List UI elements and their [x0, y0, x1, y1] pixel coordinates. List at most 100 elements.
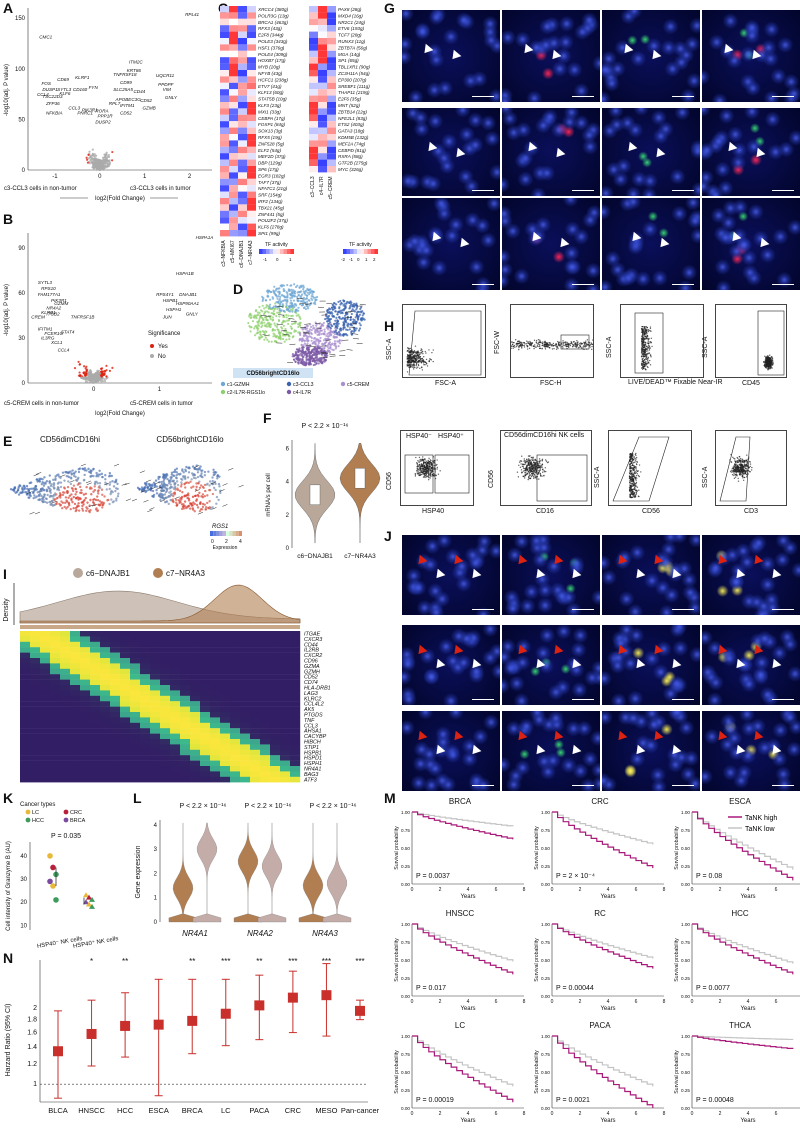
heat-cell [238, 198, 247, 205]
legend-label: Yes [158, 344, 168, 350]
cell-point [170, 471, 174, 474]
cell-point [267, 334, 271, 337]
cell-point [264, 336, 267, 339]
cell-point [289, 308, 293, 311]
cell-point [275, 301, 278, 304]
cell-point [303, 360, 306, 363]
cell-point [101, 493, 104, 496]
event-dot [650, 330, 652, 332]
cell-point [300, 300, 303, 303]
event-dot [648, 342, 650, 344]
cell-point [179, 497, 182, 500]
data-point [106, 376, 109, 379]
heat-cell [318, 134, 327, 141]
event-dot [579, 342, 582, 344]
heat-cell [309, 12, 318, 19]
cell-point [306, 291, 309, 294]
cell-point [312, 296, 315, 299]
event-dot [526, 340, 528, 342]
cell-point [195, 485, 198, 489]
event-dot [423, 364, 425, 366]
legend-swatch [276, 249, 280, 254]
event-dot [645, 350, 647, 353]
data-point [98, 160, 101, 163]
heat-cell [229, 114, 238, 122]
velocity-arrow [51, 500, 57, 504]
event-dot [648, 337, 650, 340]
event-dot [528, 347, 531, 350]
cell-point [12, 488, 15, 491]
heat-cell [247, 102, 256, 109]
event-dot [429, 475, 431, 477]
event-dot [425, 474, 427, 476]
cell-point [180, 477, 183, 481]
cell-point [317, 362, 320, 365]
cell-point [160, 480, 163, 484]
event-dot [571, 345, 574, 347]
heat-cell [318, 57, 327, 64]
event-dot [425, 460, 428, 463]
cell-point [93, 482, 97, 485]
panel-h-flow: SSC-A FSC-A FSC-W FSC-H SSC-A LIVE/DEAD™ Fixa… [380, 300, 800, 525]
event-dot [529, 474, 532, 476]
heat-cell [318, 63, 327, 70]
heat-cell [318, 127, 327, 134]
heat-cell [327, 108, 336, 115]
cell-point [266, 310, 269, 313]
event-dot [558, 345, 561, 347]
cell-point [307, 330, 311, 333]
event-dot [589, 346, 591, 348]
cell-point [307, 293, 311, 296]
event-dot [409, 350, 412, 352]
legend-title: CD56brightCD16lo [246, 371, 299, 377]
cell-point [213, 473, 216, 476]
cell-point [152, 481, 156, 484]
cell-point [302, 296, 305, 299]
cell-point [28, 481, 32, 485]
cell-point [306, 324, 309, 328]
heat-cell [220, 12, 229, 19]
cell-point [273, 329, 277, 332]
cell-point [203, 474, 207, 477]
heat-cell [318, 114, 327, 122]
flow-plot-cd16 [500, 430, 592, 506]
data-point [108, 369, 112, 372]
cell-point [307, 358, 310, 361]
cell-point [208, 484, 211, 487]
cell-point [338, 306, 341, 309]
event-dot [409, 366, 412, 368]
data-point [104, 370, 107, 373]
cell-point [282, 310, 286, 313]
event-dot [418, 359, 421, 362]
heat-cell [327, 12, 336, 19]
cell-point [354, 329, 357, 332]
data-point [78, 374, 82, 378]
cell-point [257, 336, 261, 339]
cell-point [297, 362, 300, 365]
cell-point [261, 304, 264, 307]
event-dot [416, 462, 418, 465]
event-dot [643, 355, 646, 358]
cell-point [33, 494, 36, 497]
cell-point [278, 311, 282, 314]
gene-label: VIM [163, 87, 171, 92]
velocity-arrow [124, 482, 130, 486]
velocity-arrow [33, 473, 39, 477]
cell-point [294, 320, 297, 323]
cell-point [313, 342, 317, 345]
heat-cell [247, 95, 256, 102]
cell-point [308, 291, 311, 294]
panel-letter-h: H [384, 318, 395, 334]
umap-title-right: CD56brightCD16lo [156, 435, 224, 444]
cell-point [292, 322, 296, 325]
gene-label: SPI1 (99g) [258, 231, 280, 236]
event-dot [646, 358, 648, 361]
cell-point [358, 313, 362, 316]
data-point [77, 360, 80, 363]
cell-point [333, 322, 336, 325]
tick-label: 30 [18, 336, 25, 342]
velocity-arrow [36, 472, 42, 475]
gene-label: IFITM1 [120, 103, 135, 108]
panel-letter-j: J [384, 528, 392, 544]
cell-point [331, 342, 334, 345]
